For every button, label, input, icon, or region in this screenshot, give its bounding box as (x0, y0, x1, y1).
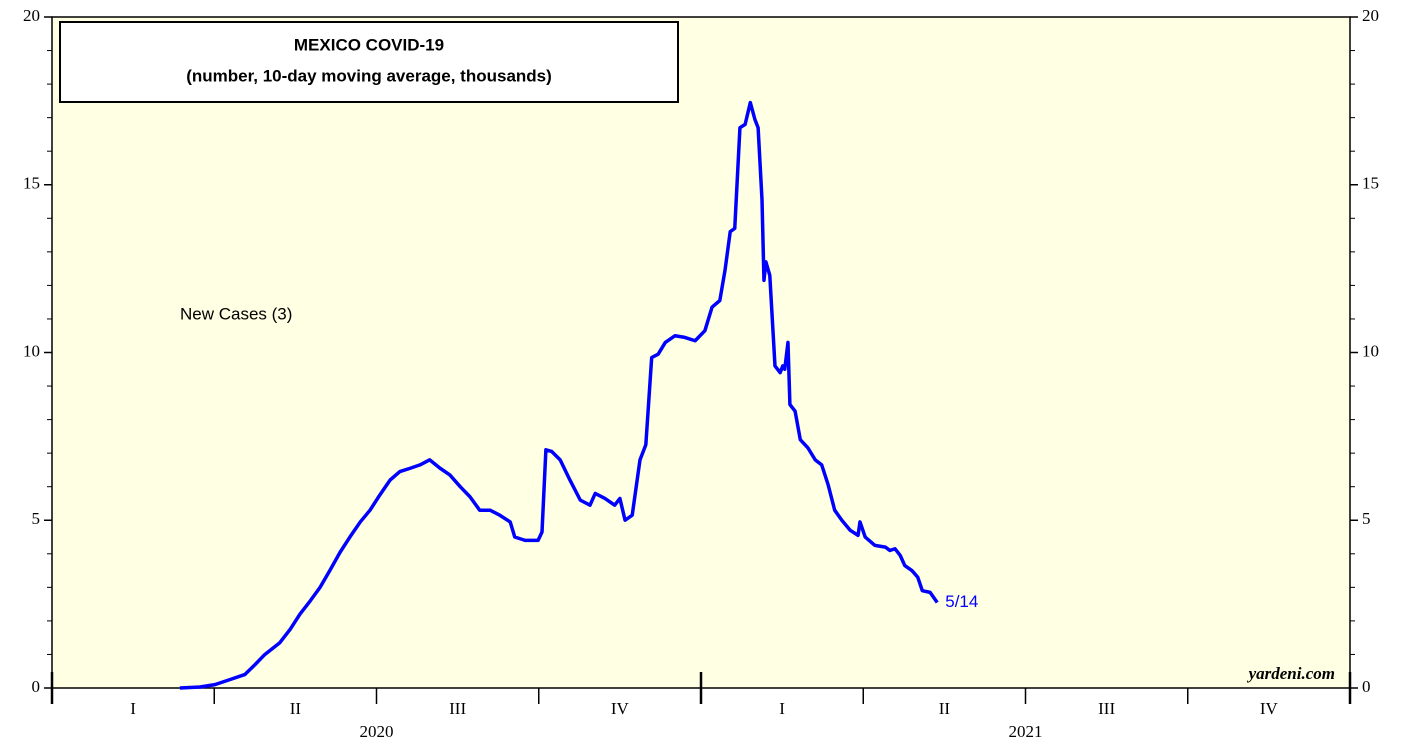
y-tick-label: 15 (23, 174, 40, 193)
year-label: 2021 (1009, 722, 1043, 741)
quarter-label: III (449, 699, 466, 718)
quarter-label: III (1098, 699, 1115, 718)
plot-area (52, 17, 1350, 688)
end-label: 5/14 (945, 592, 978, 611)
chart-subtitle: (number, 10-day moving average, thousand… (186, 66, 552, 85)
title-box (59, 21, 679, 103)
source-label: yardeni.com (1247, 664, 1335, 683)
y2-tick-label: 10 (1362, 341, 1379, 360)
y2-tick-label: 20 (1362, 6, 1379, 25)
y-tick-label: 20 (23, 6, 40, 25)
quarter-label: IV (1260, 699, 1279, 718)
quarter-label: II (290, 699, 302, 718)
y2-tick-label: 15 (1362, 174, 1379, 193)
quarter-label: IV (611, 699, 630, 718)
chart-title: MEXICO COVID-19 (294, 35, 444, 54)
series-label: New Cases (3) (180, 304, 292, 323)
y2-tick-label: 5 (1362, 509, 1371, 528)
y-tick-label: 5 (32, 509, 41, 528)
y2-tick-label: 0 (1362, 677, 1371, 696)
y-tick-label: 0 (32, 677, 41, 696)
quarter-label: II (939, 699, 951, 718)
quarter-label: I (130, 699, 136, 718)
y-tick-label: 10 (23, 341, 40, 360)
series-line (179, 100, 939, 690)
year-label: 2020 (360, 722, 394, 741)
quarter-label: I (779, 699, 785, 718)
